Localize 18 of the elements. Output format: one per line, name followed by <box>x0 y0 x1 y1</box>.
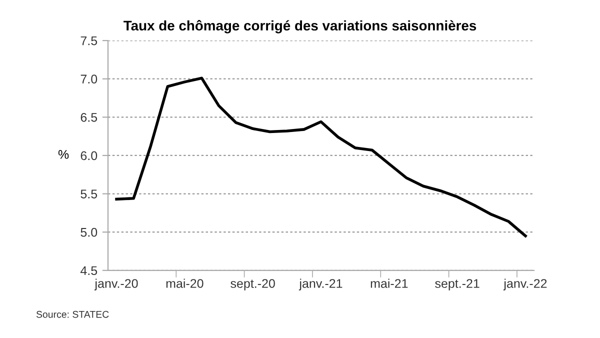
y-tick-label: 5.5 <box>80 190 98 198</box>
y-tick-label: 5.0 <box>80 228 98 237</box>
source-note: Source: STATEC <box>36 310 109 318</box>
x-tick-label: janv.-20 <box>94 278 138 290</box>
chart-title: Taux de chômage corrigé des variations saisonnières <box>124 20 476 34</box>
x-tick-label: mai-20 <box>166 278 204 288</box>
y-tick-label: 7.5 <box>80 36 98 46</box>
line-series <box>115 76 527 238</box>
y-axis-title: % <box>58 150 69 159</box>
x-tick-label: mai-21 <box>370 278 408 288</box>
x-tick-label: sept.-21 <box>435 279 480 290</box>
x-tick-label: janv.-21 <box>298 278 342 290</box>
y-tick-label: 7.0 <box>80 74 98 84</box>
y-tick-label: 4.5 <box>80 266 98 276</box>
y-tick-label: 6.0 <box>80 151 98 160</box>
y-tick-label: 6.5 <box>80 112 98 122</box>
x-tick-label: sept.-20 <box>230 279 275 290</box>
x-tick-label: janv.-22 <box>503 278 547 290</box>
